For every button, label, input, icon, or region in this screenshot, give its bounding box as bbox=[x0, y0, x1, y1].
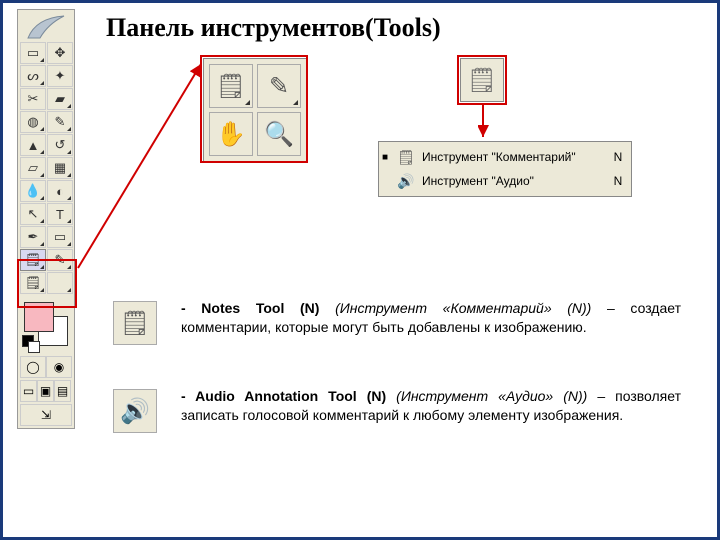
zoom-hand-icon: ✋ bbox=[209, 112, 253, 156]
eyedropper-tool[interactable]: ✎ bbox=[47, 249, 73, 271]
zoom-notes-icon: 🗒 bbox=[209, 64, 253, 108]
single-note-icon: 🗒 bbox=[460, 58, 504, 102]
zoom-eyedropper-icon: ✎ bbox=[257, 64, 301, 108]
flyout-item-audio[interactable]: 🔊 Инструмент "Аудио" N bbox=[382, 169, 628, 193]
edit-mode-row: ◯ ◉ bbox=[20, 356, 72, 378]
zoom-panel: 🗒 ✎ ✋ 🔍 bbox=[203, 58, 307, 162]
note-icon: 🗒 bbox=[396, 149, 416, 166]
flyout-label: Инструмент "Комментарий" bbox=[422, 150, 602, 164]
move-tool[interactable]: ✥ bbox=[47, 42, 73, 64]
color-swatches[interactable] bbox=[20, 300, 72, 348]
jump-row: ⇲ bbox=[20, 404, 72, 426]
desc-audio-icon: 🔊 bbox=[113, 389, 157, 433]
arrow-toolbox-to-zoom bbox=[73, 58, 208, 273]
path-select-tool[interactable]: ↖ bbox=[20, 203, 46, 225]
pen-tool[interactable]: ✒ bbox=[20, 226, 46, 248]
slice-tool[interactable]: ▰ bbox=[47, 88, 73, 110]
flyout-shortcut: N bbox=[608, 174, 628, 188]
type-tool[interactable]: T bbox=[47, 203, 73, 225]
gradient-tool[interactable]: ▦ bbox=[47, 157, 73, 179]
screen-mode-1[interactable]: ▭ bbox=[20, 380, 37, 402]
jump-to-button[interactable]: ⇲ bbox=[20, 404, 72, 426]
wand-tool[interactable]: ✦ bbox=[47, 65, 73, 87]
audio-icon: 🔊 bbox=[396, 173, 416, 190]
notes-tool-dup[interactable]: 🗒 bbox=[20, 272, 46, 294]
toolbox-panel: ▭ ✥ ᔕ ✦ ✂ ▰ ◍ ✎ ▲ ↺ ▱ ▦ 💧 ◐ ↖ T ✒ ▭ 🗒 ✎ … bbox=[17, 9, 75, 429]
page-title: Панель инструментов(Tools) bbox=[106, 13, 441, 43]
app-logo-icon bbox=[20, 12, 72, 42]
default-colors-icon-2 bbox=[28, 341, 40, 353]
notes-tool[interactable]: 🗒 bbox=[20, 249, 46, 271]
brush-tool[interactable]: ✎ bbox=[47, 111, 73, 133]
screen-mode-3[interactable]: ▤ bbox=[54, 380, 71, 402]
flyout-marker: ■ bbox=[382, 152, 390, 163]
arrow-note-to-flyout bbox=[478, 103, 498, 143]
standard-mode[interactable]: ◯ bbox=[20, 356, 46, 378]
title-sub: (Tools) bbox=[365, 13, 441, 42]
notes-tool-description: - Notes Tool (N) (Инструмент «Комментари… bbox=[181, 299, 681, 337]
quickmask-mode[interactable]: ◉ bbox=[46, 356, 72, 378]
stamp-tool[interactable]: ▲ bbox=[20, 134, 46, 156]
crop-tool[interactable]: ✂ bbox=[20, 88, 46, 110]
blur-tool[interactable]: 💧 bbox=[20, 180, 46, 202]
screen-mode-row: ▭ ▣ ▤ bbox=[20, 380, 72, 402]
blank-tool[interactable] bbox=[47, 272, 73, 294]
desc-note-icon: 🗒 bbox=[113, 301, 157, 345]
lasso-tool[interactable]: ᔕ bbox=[20, 65, 46, 87]
flyout-shortcut: N bbox=[608, 150, 628, 164]
audio-tool-description: - Audio Annotation Tool (N) (Инструмент … bbox=[181, 387, 681, 425]
tool-grid: ▭ ✥ ᔕ ✦ ✂ ▰ ◍ ✎ ▲ ↺ ▱ ▦ 💧 ◐ ↖ T ✒ ▭ 🗒 ✎ … bbox=[20, 42, 72, 294]
history-brush-tool[interactable]: ↺ bbox=[47, 134, 73, 156]
zoom-zoom-icon: 🔍 bbox=[257, 112, 301, 156]
eraser-tool[interactable]: ▱ bbox=[20, 157, 46, 179]
flyout-item-comment[interactable]: ■ 🗒 Инструмент "Комментарий" N bbox=[382, 145, 628, 169]
marquee-tool[interactable]: ▭ bbox=[20, 42, 46, 64]
screen-mode-2[interactable]: ▣ bbox=[37, 380, 54, 402]
title-main: Панель инструментов bbox=[106, 13, 365, 42]
shape-tool[interactable]: ▭ bbox=[47, 226, 73, 248]
flyout-label: Инструмент "Аудио" bbox=[422, 174, 602, 188]
notes-flyout-menu: ■ 🗒 Инструмент "Комментарий" N 🔊 Инструм… bbox=[378, 141, 632, 197]
heal-tool[interactable]: ◍ bbox=[20, 111, 46, 133]
dodge-tool[interactable]: ◐ bbox=[47, 180, 73, 202]
fg-color-swatch[interactable] bbox=[24, 302, 54, 332]
